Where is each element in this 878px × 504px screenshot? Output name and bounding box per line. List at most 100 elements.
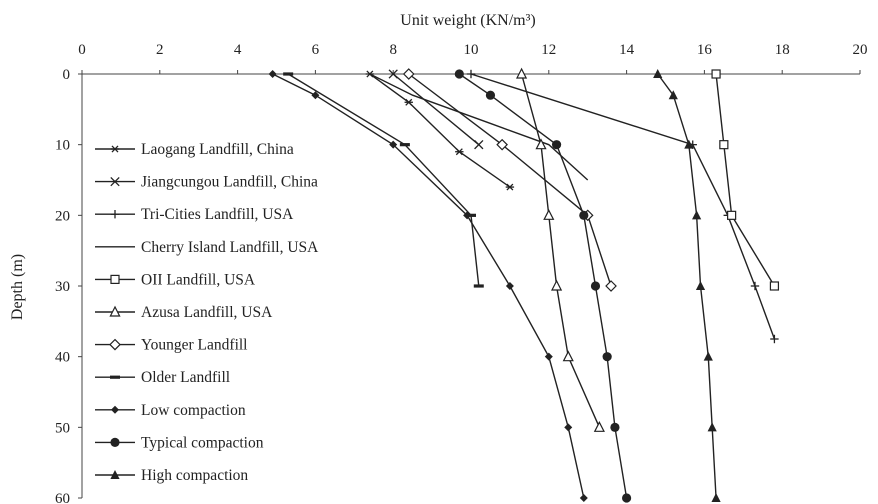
data-point bbox=[268, 70, 277, 78]
data-point bbox=[402, 68, 415, 80]
data-point bbox=[544, 352, 553, 361]
legend-label: Younger Landfill bbox=[141, 337, 248, 354]
data-point bbox=[466, 69, 476, 79]
data-point bbox=[703, 351, 713, 361]
data-point bbox=[283, 72, 294, 76]
data-point bbox=[473, 284, 484, 288]
series-1 bbox=[365, 70, 515, 191]
x-tick-label: 4 bbox=[234, 42, 242, 58]
legend-label: OII Landfill, USA bbox=[141, 271, 256, 288]
data-point bbox=[399, 143, 410, 147]
data-point bbox=[770, 334, 779, 344]
chart-axes: 0 2 4 6 8 10 12 14 16 18 20 0 10 20 30 40 50 60 bbox=[55, 42, 868, 504]
data-point bbox=[543, 209, 555, 220]
series-11 bbox=[653, 69, 721, 502]
y-tick-label: 30 bbox=[55, 279, 70, 295]
data-point bbox=[711, 493, 721, 502]
legend-marker bbox=[109, 305, 121, 317]
legend-entry: Azusa Landfill, USA bbox=[95, 304, 273, 321]
data-point bbox=[622, 493, 632, 503]
data-point bbox=[562, 350, 574, 362]
series-2 bbox=[388, 69, 484, 150]
x-tick-label: 14 bbox=[619, 42, 635, 58]
legend-entry: Low compaction bbox=[95, 402, 246, 419]
legend-label: Cherry Island Landfill, USA bbox=[141, 239, 319, 256]
legend-marker bbox=[110, 145, 120, 153]
legend-entry: Cherry Island Landfill, USA bbox=[95, 239, 319, 256]
data-point bbox=[719, 140, 729, 150]
plot-area bbox=[268, 67, 780, 503]
legend-entry: Older Landfill bbox=[95, 369, 230, 386]
x-tick-label: 6 bbox=[312, 42, 320, 58]
series-line bbox=[715, 73, 776, 287]
legend-marker bbox=[110, 437, 120, 447]
x-tick-label: 18 bbox=[775, 42, 790, 58]
y-tick-label: 20 bbox=[55, 208, 70, 224]
x-tick-label: 0 bbox=[78, 42, 86, 58]
data-point bbox=[692, 210, 702, 220]
series-line bbox=[369, 73, 511, 188]
data-point bbox=[610, 422, 620, 432]
data-point bbox=[505, 183, 515, 191]
data-point bbox=[389, 140, 398, 149]
data-point bbox=[668, 90, 678, 100]
x-tick-label: 16 bbox=[697, 42, 713, 58]
legend-entry: High compaction bbox=[95, 467, 248, 484]
data-point bbox=[505, 282, 514, 290]
data-point bbox=[550, 279, 563, 291]
legend-label: Laogang Landfill, China bbox=[141, 141, 294, 158]
data-point bbox=[579, 494, 588, 502]
series-line bbox=[287, 73, 480, 287]
series-line bbox=[520, 73, 601, 428]
legend-label: Jiangcungou Landfill, China bbox=[141, 174, 318, 191]
legend-marker bbox=[111, 405, 119, 414]
x-tick-label: 2 bbox=[156, 42, 164, 58]
data-point bbox=[311, 91, 320, 100]
data-point bbox=[727, 210, 737, 220]
data-point bbox=[695, 281, 706, 290]
data-point bbox=[769, 281, 780, 291]
y-tick-label: 10 bbox=[55, 138, 70, 154]
series-5 bbox=[711, 69, 780, 291]
legend-entry: Typical compaction bbox=[95, 434, 264, 451]
legend: Laogang Landfill, China Jiangcungou Landf… bbox=[95, 141, 319, 484]
data-point bbox=[551, 140, 562, 150]
legend-marker bbox=[110, 210, 120, 219]
y-tick-label: 60 bbox=[55, 491, 70, 504]
legend-entry: OII Landfill, USA bbox=[95, 271, 256, 288]
data-point bbox=[455, 148, 464, 156]
data-point bbox=[653, 69, 663, 78]
legend-marker bbox=[110, 274, 120, 284]
x-tick-label: 10 bbox=[464, 42, 479, 58]
legend-label: High compaction bbox=[141, 467, 248, 484]
legend-marker bbox=[110, 375, 120, 379]
series-3 bbox=[466, 69, 779, 344]
legend-marker bbox=[109, 338, 121, 351]
series-line bbox=[408, 73, 612, 287]
legend-entry: Younger Landfill bbox=[95, 337, 248, 354]
y-tick-label: 50 bbox=[55, 420, 70, 436]
x-tick-label: 8 bbox=[389, 42, 397, 58]
data-point bbox=[496, 138, 508, 151]
legend-label: Low compaction bbox=[141, 402, 246, 419]
data-point bbox=[535, 138, 547, 150]
series-9 bbox=[268, 70, 588, 502]
data-point bbox=[590, 281, 601, 291]
y-tick-label: 0 bbox=[63, 67, 71, 83]
series-line bbox=[272, 73, 585, 499]
data-point bbox=[515, 67, 528, 79]
data-point bbox=[711, 69, 721, 79]
series-10 bbox=[454, 69, 632, 503]
series-6 bbox=[515, 67, 605, 432]
legend-entry: Tri-Cities Landfill, USA bbox=[95, 206, 294, 223]
data-point bbox=[474, 140, 484, 150]
data-point bbox=[454, 69, 464, 79]
legend-label: Azusa Landfill, USA bbox=[141, 304, 273, 321]
data-point bbox=[463, 211, 472, 220]
series-line bbox=[458, 73, 628, 499]
data-point bbox=[750, 281, 760, 291]
data-point bbox=[707, 422, 717, 432]
legend-label: Tri-Cities Landfill, USA bbox=[141, 206, 294, 223]
data-point bbox=[404, 98, 413, 106]
